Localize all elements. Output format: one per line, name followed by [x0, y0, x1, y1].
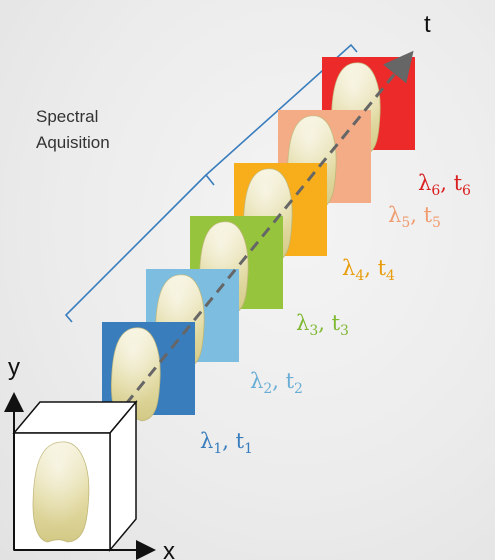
- frame-label-2: λ2, t2: [250, 369, 303, 397]
- spectral-frames: [102, 57, 415, 422]
- time-axis: [124, 50, 414, 405]
- reference-cube: [12, 399, 138, 553]
- frame-label-3: λ3, t3: [296, 311, 349, 339]
- spectral-label-line2: Aquisition: [36, 133, 110, 152]
- spectral-label-line1: Spectral: [36, 107, 98, 126]
- frame-label-6: λ6, t6: [418, 171, 471, 199]
- frame-label-5: λ5, t5: [388, 203, 441, 231]
- y-axis-label: y: [8, 354, 20, 381]
- tooth-shape: [32, 441, 90, 543]
- acquisition-bracket: [64, 43, 358, 323]
- tooth-icon: [32, 441, 90, 543]
- tooth-icon: [111, 327, 161, 422]
- frame-label-4: λ4, t4: [342, 256, 395, 284]
- frame-label-1: λ1, t1: [200, 429, 253, 457]
- x-axis-label: x: [163, 538, 175, 560]
- spectral-frame-1: [102, 322, 195, 422]
- time-axis-label: t: [424, 11, 431, 38]
